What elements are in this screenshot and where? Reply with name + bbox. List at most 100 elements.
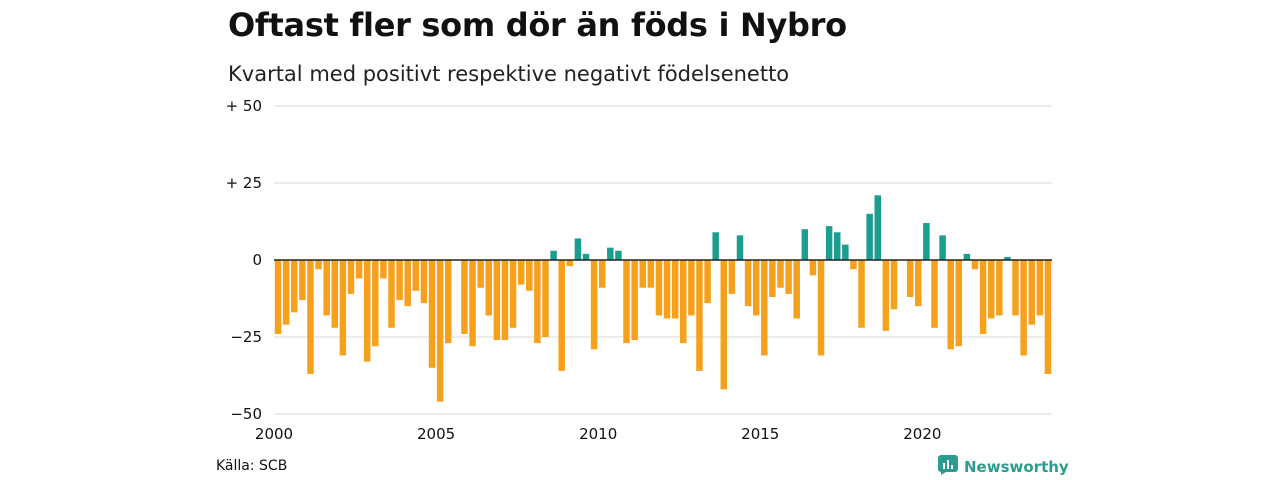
x-tick-label: 2015 [741, 425, 779, 443]
bar-negative [485, 260, 492, 316]
bar-negative [428, 260, 436, 368]
bar-negative [647, 260, 655, 288]
bar-negative [323, 260, 330, 316]
bar-negative [396, 260, 403, 301]
bar-negative [355, 260, 363, 279]
bar-negative [761, 260, 768, 356]
x-axis-ticks: 2000 2005 2010 2015 2020 [255, 425, 942, 443]
bar-negative [1028, 260, 1035, 325]
bar-negative [688, 260, 695, 316]
bar-negative [655, 260, 663, 316]
bar-negative [307, 260, 314, 374]
bar-negative [947, 260, 954, 350]
grid-lines [274, 105, 1052, 415]
bar-negative [388, 260, 395, 328]
bar-negative [987, 260, 995, 319]
bar-negative [639, 260, 646, 288]
bar-negative [501, 260, 509, 341]
bar-negative [299, 260, 306, 301]
x-tick-label: 2010 [579, 425, 617, 443]
bar-positive [582, 253, 590, 260]
y-tick-label: −25 [230, 328, 262, 346]
bar-negative [931, 260, 938, 328]
bar-negative [461, 260, 468, 334]
x-tick-label: 2005 [417, 425, 455, 443]
bar-positive [1004, 256, 1011, 260]
bar-negative [291, 260, 298, 313]
bar-negative [631, 260, 638, 341]
chart-title: Oftast fler som dör än föds i Nybro [228, 6, 847, 44]
bar-negative [979, 260, 987, 334]
bar-negative [534, 260, 541, 344]
bar-negative [590, 260, 598, 350]
bar-negative [858, 260, 865, 328]
bar-positive [874, 195, 881, 260]
bar-positive [615, 250, 622, 260]
bar-negative [996, 260, 1003, 316]
bar-negative [623, 260, 630, 344]
bar-positive [801, 229, 809, 260]
bar-negative [558, 260, 565, 371]
bar-positive [963, 253, 971, 260]
bar-negative [1036, 260, 1044, 316]
bar-negative [915, 260, 922, 307]
bar-negative [696, 260, 703, 371]
bar-negative [728, 260, 736, 294]
bar-positive [550, 250, 557, 260]
source-label: Källa: SCB [216, 458, 288, 474]
bar-negative [752, 260, 760, 316]
brand-logo[interactable]: Newsworthy [938, 455, 1069, 479]
bar-negative [282, 260, 290, 325]
bar-negative [412, 260, 420, 291]
y-tick-label: −50 [230, 405, 262, 423]
bar-negative [1044, 260, 1052, 374]
bar-negative [404, 260, 411, 307]
bar-negative [663, 260, 671, 319]
bar-positive [825, 226, 833, 260]
bar-negative [890, 260, 898, 310]
y-tick-label: + 50 [226, 97, 262, 115]
bar-positive [842, 244, 849, 260]
bar-positive [712, 232, 719, 260]
y-tick-label: 0 [252, 251, 262, 269]
bar-negative [704, 260, 711, 304]
y-tick-label: + 25 [226, 174, 262, 192]
bar-negative [469, 260, 476, 347]
bar-negative [542, 260, 549, 337]
bar-negative [817, 260, 825, 356]
bar-negative [380, 260, 387, 279]
bar-positive [574, 238, 582, 260]
bar-negative [1012, 260, 1019, 316]
bar-negative [671, 260, 679, 319]
bar-negative [882, 260, 890, 331]
bar-negative [850, 260, 857, 270]
bar-negative [477, 260, 484, 288]
bar-positive [834, 232, 841, 260]
bar-negative [339, 260, 347, 356]
bar-positive [607, 247, 614, 260]
bar-negative [785, 260, 792, 294]
bar-positive [866, 213, 873, 260]
bar-positive [939, 235, 946, 260]
bar-negative [971, 260, 979, 270]
bar-negative [720, 260, 728, 390]
bar-negative [955, 260, 963, 347]
bar-negative [509, 260, 517, 328]
bar-negative [315, 260, 322, 270]
bar-negative [793, 260, 800, 319]
bar-negative [906, 260, 914, 297]
bar-negative [436, 260, 444, 402]
bar-negative [493, 260, 501, 341]
bar-negative [331, 260, 339, 328]
x-tick-label: 2020 [903, 425, 941, 443]
bar-negative [777, 260, 784, 288]
bar-negative [744, 260, 752, 307]
bar-negative [420, 260, 428, 304]
bar-negative [809, 260, 817, 276]
brand-name: Newsworthy [964, 458, 1069, 476]
newsworthy-icon [938, 455, 958, 479]
chart-subtitle: Kvartal med positivt respektive negativt… [228, 62, 790, 86]
bar-negative [517, 260, 525, 285]
bar-negative [363, 260, 371, 362]
